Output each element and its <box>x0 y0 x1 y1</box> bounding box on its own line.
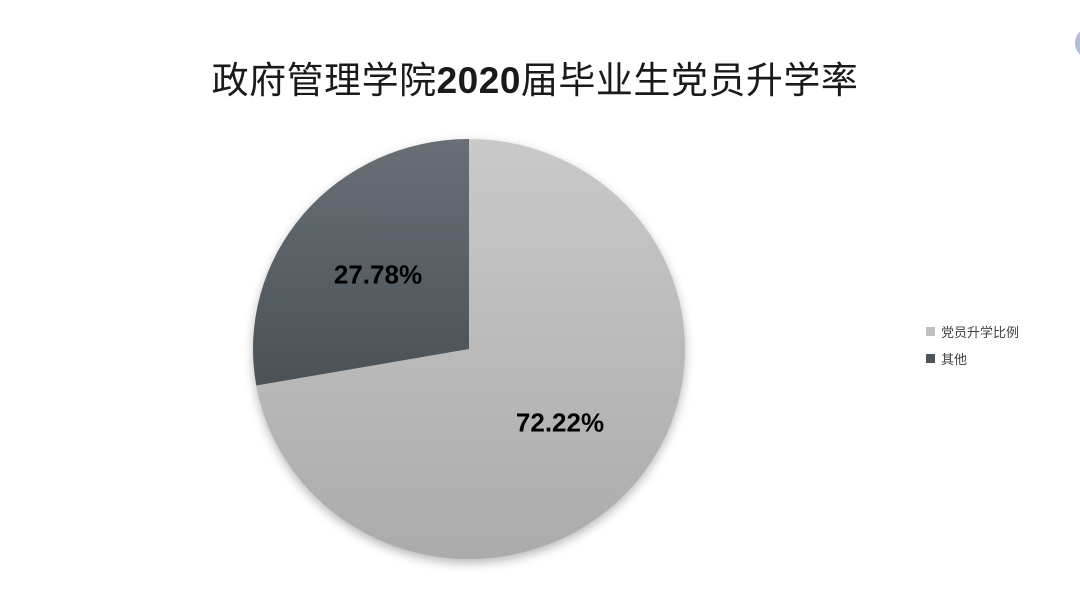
legend-swatch-light-icon <box>926 327 935 336</box>
pie-svg <box>253 139 686 559</box>
legend-swatch-dark-icon <box>926 354 935 363</box>
chart-legend: 党员升学比例 其他 <box>926 322 1019 368</box>
pie-data-label-1: 27.78% <box>333 259 423 290</box>
legend-label-party-rate: 党员升学比例 <box>941 325 1020 340</box>
pie-slice-0 <box>256 139 686 559</box>
legend-label-other: 其他 <box>941 352 968 367</box>
chart-title-year: 2020 <box>436 60 521 101</box>
legend-item-other: 其他 <box>926 349 1019 368</box>
partial-floating-widget-icon[interactable] <box>1075 27 1080 59</box>
pie-chart: 72.22% 27.78% <box>253 139 686 559</box>
legend-item-party-rate: 党员升学比例 <box>926 322 1019 341</box>
chart-title-prefix: 政府管理学院 <box>211 60 437 101</box>
chart-title-suffix: 届毕业生党员升学率 <box>520 60 859 101</box>
pie-slice-1 <box>253 139 469 386</box>
pie-data-label-0: 72.22% <box>515 407 605 438</box>
chart-title: 政府管理学院2020届毕业生党员升学率 <box>0 50 1070 104</box>
